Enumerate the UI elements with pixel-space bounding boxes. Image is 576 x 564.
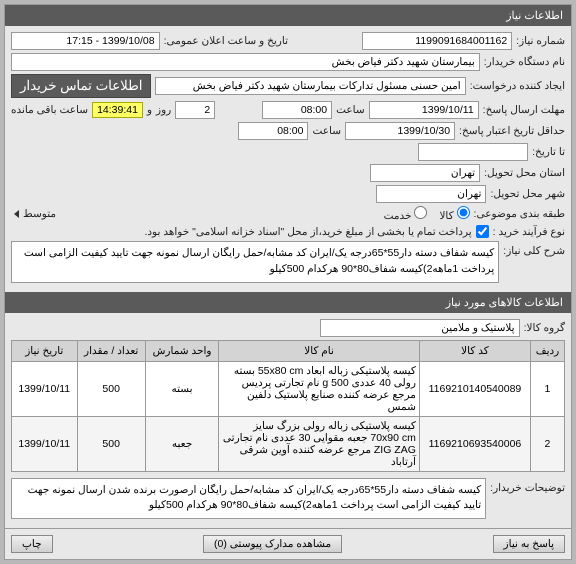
public-date-label: تاریخ و ساعت اعلان عمومی: <box>164 35 288 47</box>
valid-label: حداقل تاریخ اعتبار پاسخ: <box>459 125 565 137</box>
reply-button[interactable]: پاسخ به نیاز <box>493 535 565 553</box>
info-section-header: اطلاعات نیاز <box>5 5 571 26</box>
table-row: 11169210140540089کیسه پلاستیکی زباله ابع… <box>12 361 565 416</box>
hour-label-1: ساعت <box>336 104 365 116</box>
table-cell: 1169210693540006 <box>419 416 530 471</box>
table-header: واحد شمارش <box>145 340 218 361</box>
valid-date-field <box>345 122 455 140</box>
city-field <box>376 185 486 203</box>
req-no-field <box>362 32 512 50</box>
creator-label: ایجاد کننده درخواست: <box>470 80 565 92</box>
days-remaining-field <box>175 101 215 119</box>
table-row: 21169210693540006کیسه پلاستیکی زباله رول… <box>12 416 565 471</box>
table-cell: 1169210140540089 <box>419 361 530 416</box>
public-date-field <box>11 32 160 50</box>
table-header: نام کالا <box>219 340 420 361</box>
table-cell: 500 <box>77 416 145 471</box>
table-cell: کیسه پلاستیکی زباله ابعاد 55x80 cm بسته … <box>219 361 420 416</box>
city-label: شهر محل تحویل: <box>490 188 565 200</box>
deadline-date-field <box>369 101 479 119</box>
org-name-field <box>11 53 480 71</box>
and-label: و <box>147 104 152 116</box>
budget-type-radio: کالا خدمت <box>384 206 470 222</box>
main-panel: اطلاعات نیاز شماره نیاز: تاریخ و ساعت اع… <box>4 4 572 560</box>
main-desc-box: کیسه شفاف دسته دار55*65درجه یک/ایران کد … <box>11 241 499 283</box>
until-label: تا تاریخ: <box>532 146 565 158</box>
table-cell: 500 <box>77 361 145 416</box>
items-table: ردیفکد کالانام کالاواحد شمارشتعداد / مقد… <box>11 340 565 472</box>
info-form: شماره نیاز: تاریخ و ساعت اعلان عمومی: نا… <box>5 26 571 292</box>
table-header: کد کالا <box>419 340 530 361</box>
group-field <box>320 319 520 337</box>
state-label: استان محل تحویل: <box>484 167 565 179</box>
items-section-header: اطلاعات کالاهای مورد نیاز <box>5 292 571 313</box>
service-radio[interactable]: خدمت <box>384 206 428 222</box>
table-header: تعداد / مقدار <box>77 340 145 361</box>
valid-time-field <box>238 122 308 140</box>
contact-info-button[interactable]: اطلاعات تماس خریدار <box>11 74 151 98</box>
attachments-button[interactable]: مشاهده مدارک پیوستی (0) <box>203 535 342 553</box>
table-cell: 1399/10/11 <box>12 416 78 471</box>
creator-field <box>155 77 465 95</box>
hour-label-2: ساعت <box>312 125 341 137</box>
goods-radio-input[interactable] <box>457 206 470 219</box>
table-header: ردیف <box>530 340 564 361</box>
countdown-timer: 14:39:41 <box>92 102 143 118</box>
table-cell: 1 <box>530 361 564 416</box>
deadline-label: مهلت ارسال پاسخ: <box>483 104 565 116</box>
deadline-time-field <box>262 101 332 119</box>
table-cell: کیسه پلاستیکی زباله رولی بزرگ سایز 70x90… <box>219 416 420 471</box>
state-field <box>370 164 480 182</box>
extra-desc-label: توضیحات خریدار: <box>490 478 565 494</box>
process-checkbox[interactable] <box>476 225 489 238</box>
footer-bar: پاسخ به نیاز مشاهده مدارک پیوستی (0) چاپ <box>5 528 571 559</box>
table-cell: بسته <box>145 361 218 416</box>
extra-desc-box: کیسه شفاف دسته دار55*65درجه یک/ایران کد … <box>11 478 486 520</box>
group-label: گروه کالا: <box>524 322 565 334</box>
main-desc-label: شرح کلی نیاز: <box>503 241 565 257</box>
until-field <box>418 143 528 161</box>
table-cell: 1399/10/11 <box>12 361 78 416</box>
service-radio-input[interactable] <box>414 206 427 219</box>
day-label: روز <box>156 104 171 116</box>
req-no-label: شماره نیاز: <box>516 35 565 47</box>
table-cell: جعبه <box>145 416 218 471</box>
org-name-label: نام دستگاه خریدار: <box>484 56 565 68</box>
process-label: نوع فرآیند خرید : <box>493 226 565 238</box>
remaining-label: ساعت باقی مانده <box>11 104 88 116</box>
table-cell: 2 <box>530 416 564 471</box>
table-header: تاریخ نیاز <box>12 340 78 361</box>
process-note: پرداخت تمام یا بخشی از مبلغ خرید،از محل … <box>11 226 472 238</box>
budget-label: طبقه بندی موضوعی: <box>474 208 565 220</box>
dropdown-icon <box>14 210 19 218</box>
items-form: گروه کالا: ردیفکد کالانام کالاواحد شمارش… <box>5 313 571 529</box>
avg-label: متوسط <box>23 208 56 220</box>
print-button[interactable]: چاپ <box>11 535 53 553</box>
goods-radio[interactable]: کالا <box>439 206 469 222</box>
